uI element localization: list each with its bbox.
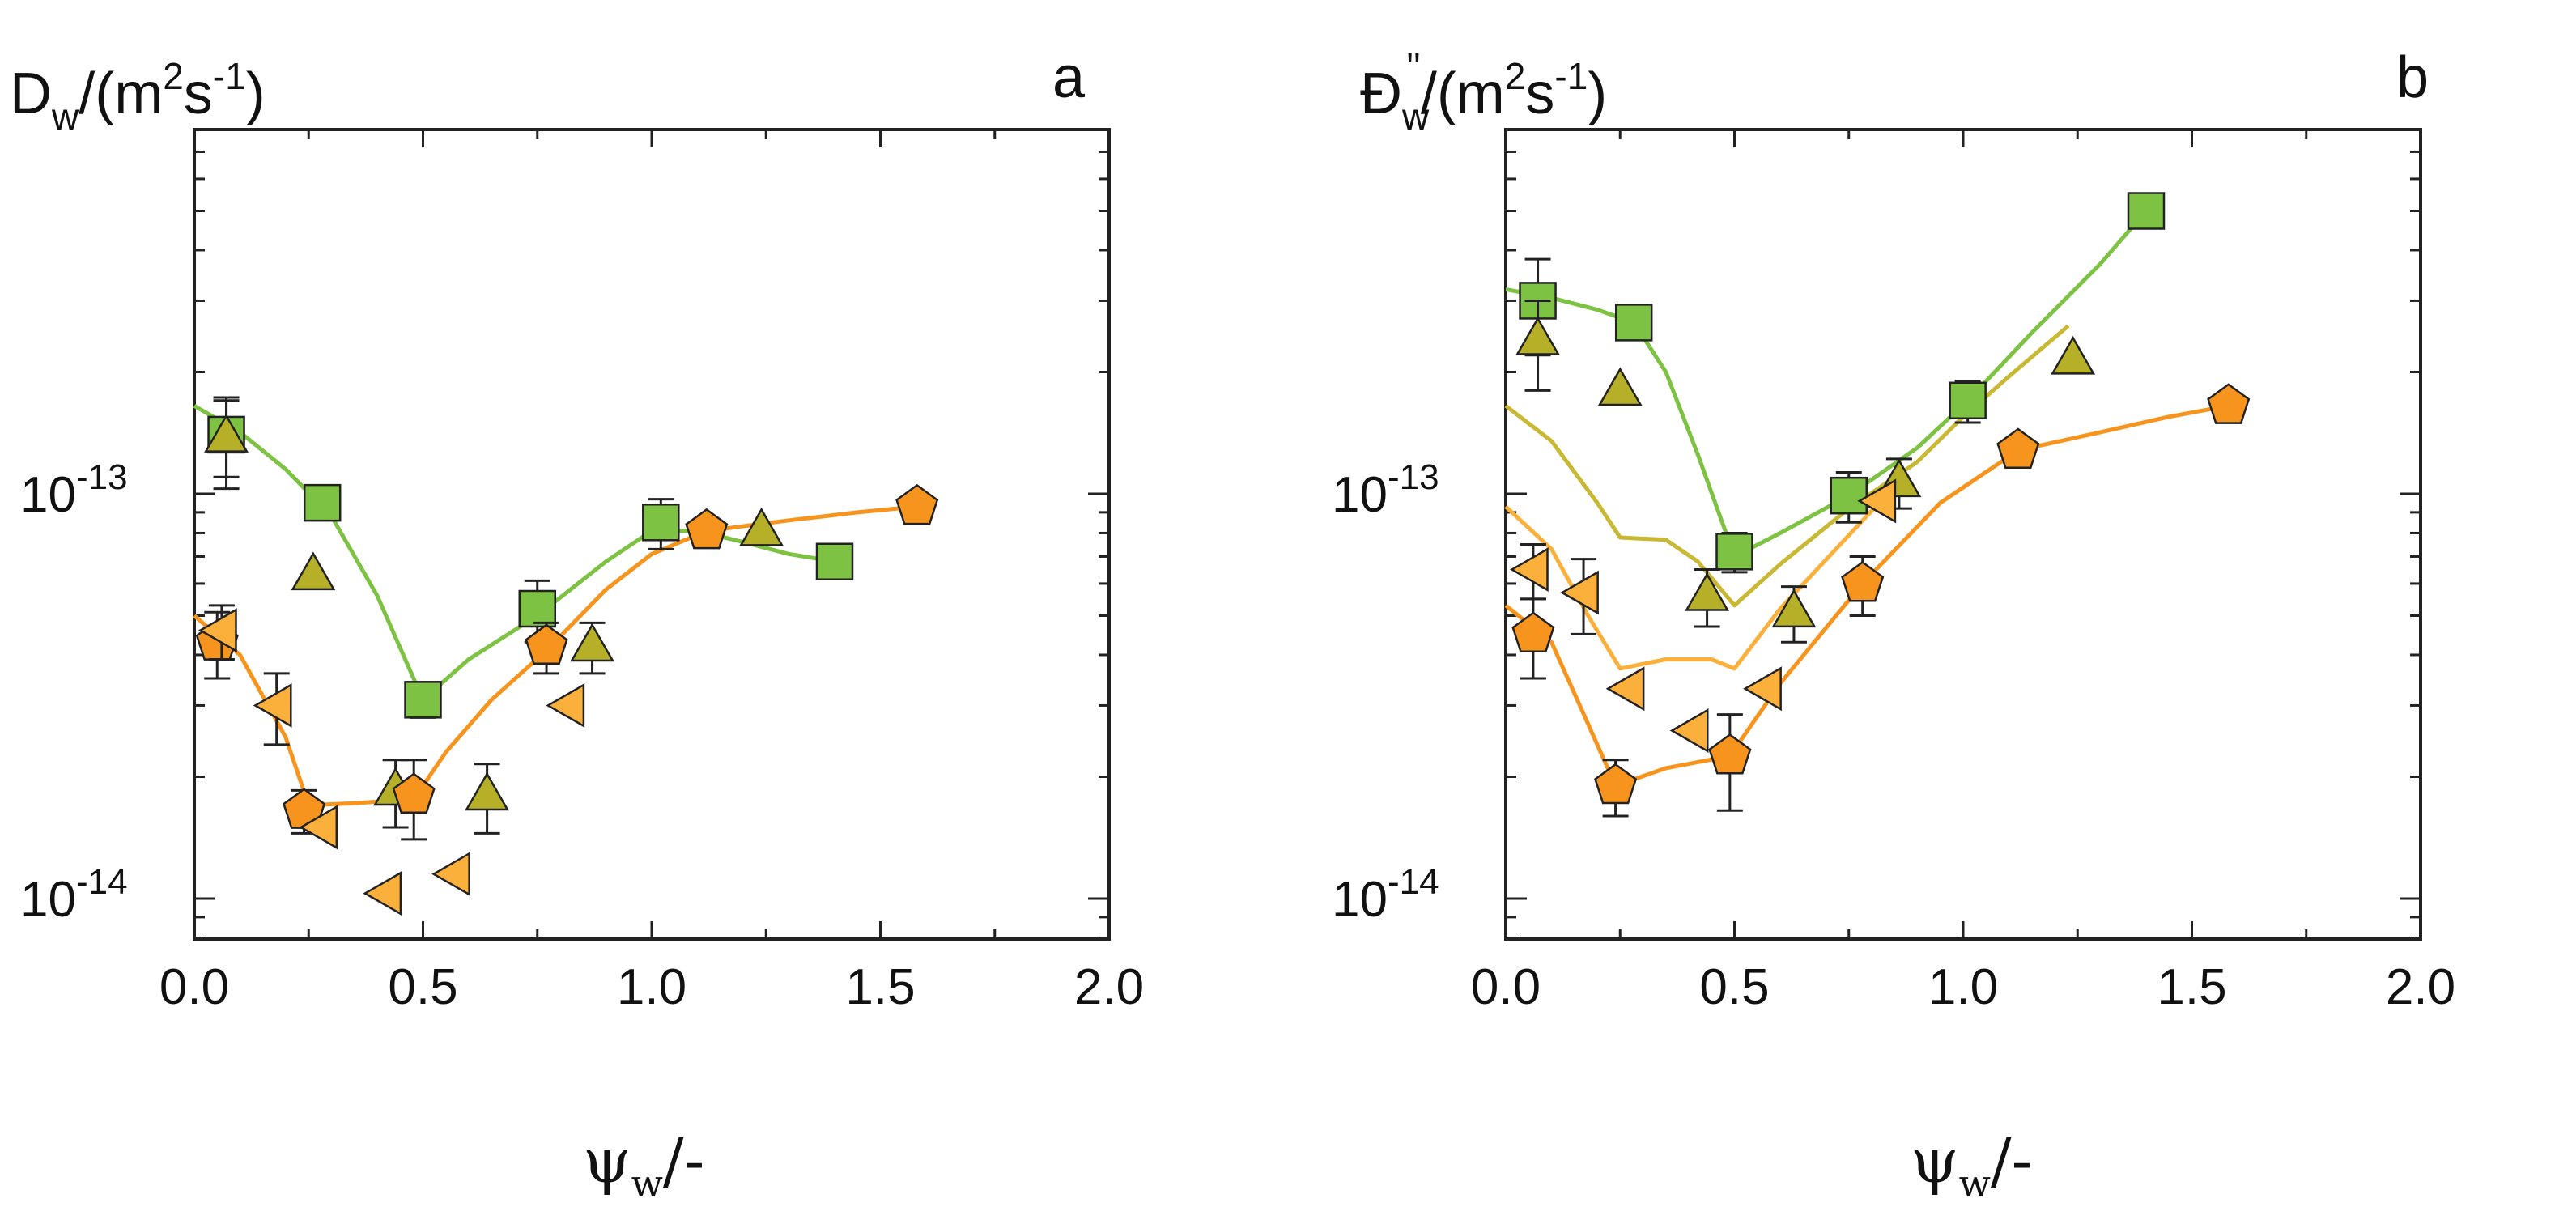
x-tick-label: 2.0 bbox=[1074, 959, 1144, 1015]
y-tick-label: 10-14 bbox=[20, 862, 128, 928]
panel-a-y-tick-labels: 10-13 10-14 bbox=[20, 457, 128, 928]
panel-a-x-title: ψw/- bbox=[583, 1124, 704, 1205]
point-triangle-left bbox=[546, 682, 585, 728]
fit-line-olive-fit bbox=[1504, 324, 2070, 608]
x-tick-label: 1.5 bbox=[2157, 959, 2226, 1015]
panel-b-points bbox=[1509, 192, 2251, 818]
point-pentagon bbox=[525, 623, 568, 665]
point-pentagon bbox=[1708, 733, 1752, 775]
point-triangle-up bbox=[465, 771, 510, 811]
point-pentagon bbox=[1996, 427, 2040, 470]
point-square bbox=[2127, 192, 2166, 230]
panel-a: Dw/(m2s-1) a 0.0 0.5 1.0 1.5 2.0 10-1310-14 … bbox=[10, 45, 1144, 1205]
point-triangle-up bbox=[2051, 335, 2096, 375]
x-tick-label: 1.5 bbox=[845, 959, 915, 1015]
point-pentagon bbox=[2207, 383, 2251, 424]
panel-b-ticks bbox=[1504, 130, 2422, 939]
point-triangle-left bbox=[1560, 570, 1599, 615]
panel-a-y-title: Dw/(m2s-1) bbox=[10, 55, 266, 138]
point-triangle-up bbox=[1597, 367, 1643, 406]
x-tick-label: 1.0 bbox=[1928, 959, 1998, 1015]
point-pentagon bbox=[685, 508, 729, 550]
point-triangle-up bbox=[1771, 589, 1817, 628]
point-triangle-up bbox=[739, 507, 784, 546]
point-triangle-left bbox=[1857, 478, 1897, 524]
point-pentagon bbox=[1511, 611, 1555, 653]
point-square bbox=[518, 589, 556, 628]
point-triangle-left bbox=[253, 682, 292, 728]
panel-a-x-tick-labels: 0.0 0.5 1.0 1.5 2.0 bbox=[159, 959, 1144, 1015]
x-tick-label: 1.0 bbox=[617, 959, 687, 1015]
point-pentagon bbox=[895, 483, 939, 525]
panel-a-points bbox=[195, 396, 939, 916]
point-square bbox=[815, 542, 854, 580]
panel-a-letter: a bbox=[1052, 45, 1086, 110]
point-triangle-left bbox=[198, 608, 237, 653]
point-square bbox=[1715, 533, 1753, 571]
point-triangle-left bbox=[1605, 666, 1645, 712]
point-square bbox=[1830, 476, 1868, 515]
point-triangle-left bbox=[299, 805, 338, 850]
point-pentagon bbox=[1841, 560, 1885, 602]
panel-a-ticks bbox=[193, 130, 1111, 939]
fit-line-green-fit bbox=[1505, 209, 2148, 559]
point-square bbox=[1949, 381, 1987, 420]
fit-line-light-orange-fit bbox=[1504, 499, 1883, 671]
panel-b-y-tick-labels: 10-13 10-14 bbox=[1332, 457, 1439, 928]
y-tick-label: 10-13 bbox=[1332, 457, 1439, 523]
point-square bbox=[404, 681, 442, 719]
point-pentagon bbox=[1594, 763, 1638, 805]
panel-b-frame bbox=[1504, 128, 2422, 941]
y-tick-label: 10-14 bbox=[1332, 862, 1439, 928]
x-tick-label: 0.0 bbox=[159, 959, 229, 1015]
point-triangle-left bbox=[431, 852, 470, 897]
x-tick-label: 2.0 bbox=[2386, 959, 2455, 1015]
point-triangle-up bbox=[1685, 572, 1730, 611]
panel-b-x-title: ψw/- bbox=[1911, 1124, 2032, 1205]
point-triangle-left bbox=[1509, 547, 1549, 593]
point-triangle-up bbox=[291, 551, 336, 591]
point-triangle-up bbox=[570, 623, 615, 662]
fit-line-green-fit bbox=[193, 404, 835, 702]
y-tick-label: 10-13 bbox=[20, 457, 128, 523]
point-triangle-up bbox=[204, 414, 249, 453]
panel-b-x-tick-labels: 0.0 0.5 1.0 1.5 2.0 bbox=[1471, 959, 2455, 1015]
panel-b-letter: b bbox=[2396, 45, 2429, 110]
point-triangle-up bbox=[1515, 316, 1561, 355]
x-tick-label: 0.5 bbox=[388, 959, 457, 1015]
x-tick-label: 0.0 bbox=[1471, 959, 1541, 1015]
point-triangle-left bbox=[363, 871, 402, 916]
panel-b: Đw''/(m2s-1) b 0.0 0.5 1.0 1.5 2.0 10-1310-1… bbox=[1332, 45, 2455, 1205]
point-square bbox=[642, 504, 680, 542]
point-pentagon bbox=[392, 772, 436, 814]
panel-b-y-title: Đw''/(m2s-1) bbox=[1360, 45, 1607, 138]
point-square bbox=[303, 483, 342, 522]
x-tick-label: 0.5 bbox=[1699, 959, 1769, 1015]
point-square bbox=[1614, 304, 1653, 342]
point-triangle-left bbox=[1669, 708, 1709, 753]
point-triangle-left bbox=[1743, 666, 1782, 712]
